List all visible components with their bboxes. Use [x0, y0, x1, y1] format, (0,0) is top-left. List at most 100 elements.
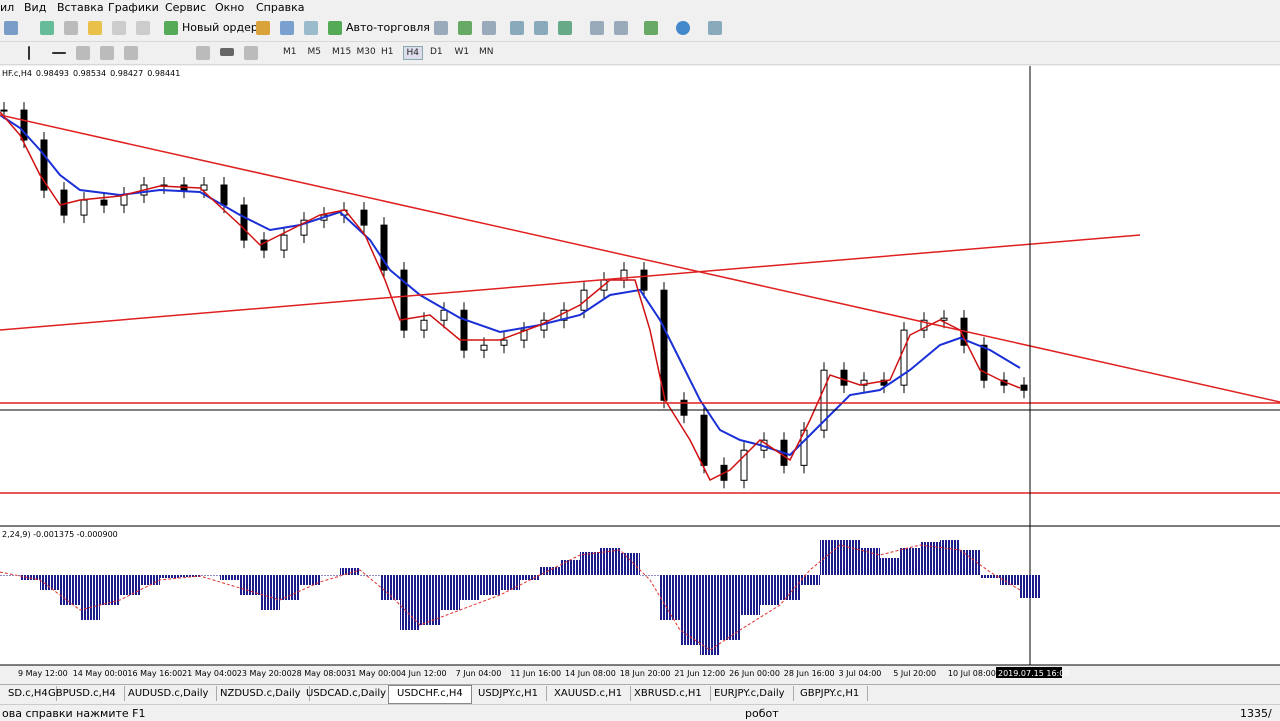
- icon[interactable]: [52, 52, 66, 54]
- macd-bar: [780, 575, 800, 600]
- icon[interactable]: [458, 21, 472, 35]
- macd-bar: [840, 540, 860, 575]
- candle-body: [40, 139, 48, 191]
- icon[interactable]: [136, 21, 150, 35]
- time-label: 14 May 00:00: [73, 669, 128, 678]
- macd-panel: [0, 527, 1280, 665]
- macd-bar: [960, 550, 980, 575]
- icon[interactable]: [64, 21, 78, 35]
- macd-bar: [680, 575, 700, 645]
- candle-body: [200, 184, 208, 191]
- candle-body: [80, 199, 88, 216]
- menu-item[interactable]: Вставка: [57, 1, 104, 14]
- icon[interactable]: [558, 21, 572, 35]
- icon[interactable]: [100, 46, 114, 60]
- auto-trading-button[interactable]: Авто-торговля: [346, 21, 430, 34]
- icon[interactable]: [256, 21, 270, 35]
- status-bar: ова справки нажмите F1 робот 1335/: [0, 704, 1280, 721]
- macd-bar: [60, 575, 80, 605]
- chart-tab[interactable]: XAUUSD.c,H1: [546, 686, 632, 701]
- macd-bar: [200, 575, 220, 576]
- icon[interactable]: [124, 46, 138, 60]
- time-label: 9 May 12:00: [18, 669, 68, 678]
- icon[interactable]: [482, 21, 496, 35]
- macd-bar: [900, 548, 920, 575]
- icon[interactable]: [244, 46, 258, 60]
- time-label: 4 Jun 12:00: [401, 669, 447, 678]
- menu-item[interactable]: Окно: [215, 1, 245, 14]
- new-order-button[interactable]: Новый ордер: [182, 21, 258, 34]
- icon[interactable]: [676, 21, 690, 35]
- menu-item[interactable]: Справка: [256, 1, 305, 14]
- timeframe-button[interactable]: M1: [283, 47, 297, 57]
- icon[interactable]: [328, 21, 342, 35]
- timeframe-button[interactable]: MN: [479, 47, 494, 57]
- timeframe-button[interactable]: W1: [454, 47, 470, 57]
- timeframe-button[interactable]: D1: [430, 47, 443, 57]
- candle-body: [280, 234, 288, 251]
- icon[interactable]: [28, 46, 30, 60]
- icon[interactable]: [304, 21, 318, 35]
- candle-body: [900, 329, 908, 386]
- time-label: 21 May 04:00: [182, 669, 237, 678]
- timeframe-button[interactable]: M30: [356, 47, 376, 57]
- menu-item[interactable]: Графики: [108, 1, 159, 14]
- macd-bar: [600, 548, 620, 575]
- macd-signal: [0, 544, 1021, 651]
- icon[interactable]: [614, 21, 628, 35]
- macd-bar: [1000, 575, 1020, 585]
- icon[interactable]: [220, 48, 234, 56]
- icon[interactable]: [196, 46, 210, 60]
- icon[interactable]: [4, 21, 18, 35]
- macd-bar: [560, 560, 580, 575]
- chart-tab[interactable]: XBRUSD.c,H1: [626, 686, 711, 701]
- timeframe-button[interactable]: M15: [332, 47, 352, 57]
- icon[interactable]: [434, 21, 448, 35]
- candle-body: [840, 369, 848, 386]
- timeframe-button[interactable]: H1: [381, 47, 394, 57]
- menu-bar: ил Вид Вставка Графики Сервис Окно Справка: [0, 0, 1280, 16]
- time-label: 21 Jun 12:00: [674, 669, 725, 678]
- menu-item[interactable]: ил: [0, 1, 15, 14]
- candle-body: [860, 379, 868, 386]
- icon[interactable]: [88, 21, 102, 35]
- chart-tab[interactable]: GBPJPY.c,H1: [792, 686, 869, 701]
- icon[interactable]: [510, 21, 524, 35]
- icon[interactable]: [164, 21, 178, 35]
- chart-tab[interactable]: NZDUSD.c,Daily: [212, 686, 310, 701]
- time-label: 11 Jun 16:00: [510, 669, 561, 678]
- timeframe-button[interactable]: M5: [307, 47, 322, 57]
- chart-tab[interactable]: AUDUSD.c,Daily: [120, 686, 218, 701]
- icon[interactable]: [76, 46, 90, 60]
- candle-body: [20, 109, 28, 141]
- macd-bar: [640, 575, 660, 576]
- chart-tab[interactable]: USDJPY.c,H1: [470, 686, 547, 701]
- time-label: 28 Jun 16:00: [784, 669, 835, 678]
- icon[interactable]: [644, 21, 658, 35]
- time-axis: 9 May 12:00 14 May 00:00 16 May 16:00 21 Ma…: [18, 669, 996, 678]
- icon[interactable]: [590, 21, 604, 35]
- chart-tab[interactable]: USDCHF.c,H4: [388, 685, 472, 704]
- macd-bar: [260, 575, 280, 610]
- icon[interactable]: [280, 21, 294, 35]
- macd-bar: [880, 558, 900, 575]
- chart-tab[interactable]: EURJPY.c,Daily: [706, 686, 794, 701]
- chart-tab[interactable]: SD.c,H4: [0, 686, 57, 701]
- macd-bar: [940, 540, 960, 575]
- candles: [0, 102, 1028, 489]
- icon[interactable]: [40, 21, 54, 35]
- menu-item[interactable]: Сервис: [165, 1, 207, 14]
- chart-tab[interactable]: USDCAD.c,Daily: [298, 686, 396, 701]
- macd-bar: [100, 575, 120, 605]
- icon[interactable]: [534, 21, 548, 35]
- chart-tab[interactable]: GBPUSD.c,H4: [40, 686, 125, 701]
- candle-body: [820, 369, 828, 431]
- icon[interactable]: [112, 21, 126, 35]
- menu-item[interactable]: Вид: [24, 1, 47, 14]
- macd-bar: [140, 575, 160, 585]
- candle-body: [100, 199, 108, 206]
- timeframe-button[interactable]: H4: [402, 46, 423, 60]
- candle-body: [480, 344, 488, 351]
- icon[interactable]: [708, 21, 722, 35]
